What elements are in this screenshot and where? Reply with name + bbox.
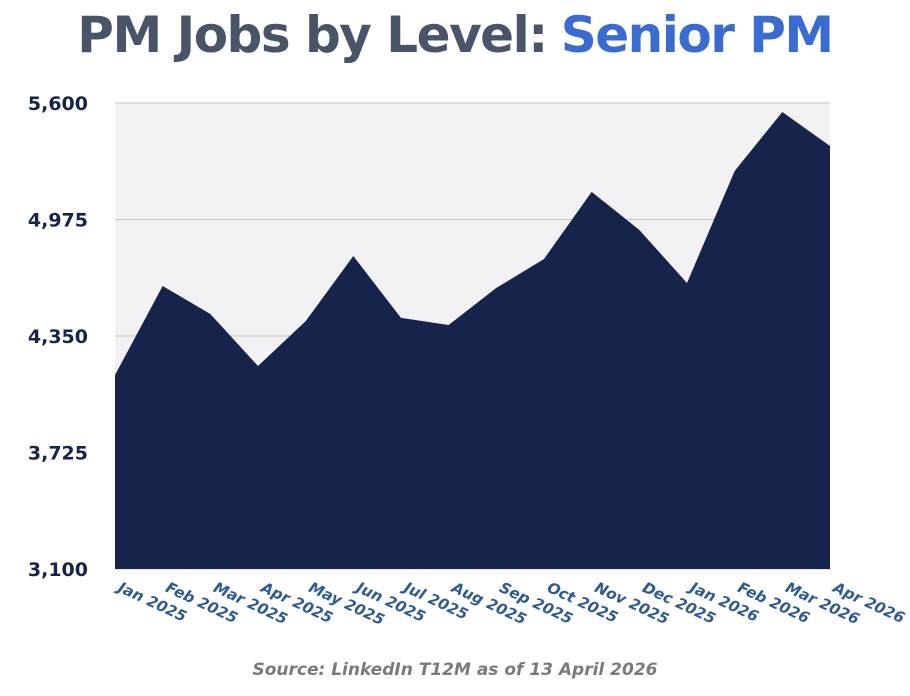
source-note: Source: LinkedIn T12M as of 13 April 202…	[252, 660, 657, 680]
y-tick-label: 4,350	[28, 326, 88, 348]
y-tick-label: 3,100	[28, 559, 88, 581]
y-tick-label: 3,725	[28, 443, 88, 465]
chart-title: PM Jobs by Level: Senior PM	[77, 6, 832, 64]
title-main: PM Jobs by Level:	[77, 6, 546, 64]
y-tick-label: 4,975	[28, 210, 88, 232]
y-tick-label: 5,600	[28, 93, 88, 115]
title-highlight: Senior PM	[561, 6, 833, 64]
area	[115, 111, 830, 569]
